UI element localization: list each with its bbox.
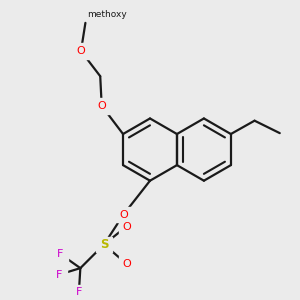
Text: methoxy: methoxy [87,10,127,19]
Bar [73,43,89,59]
Text: O: O [97,101,106,111]
Bar [51,267,67,282]
Text: F: F [76,287,82,297]
Bar [94,98,110,114]
Bar [118,219,134,234]
Bar [118,256,134,272]
Text: F: F [56,270,62,280]
Text: F: F [57,249,63,259]
Bar [71,285,87,300]
Text: O: O [122,259,131,269]
Text: O: O [122,222,131,232]
Bar [52,246,68,262]
Bar [116,207,131,223]
Text: O: O [119,210,128,220]
Text: O: O [76,46,85,56]
Bar [96,237,112,252]
Text: S: S [100,238,108,251]
